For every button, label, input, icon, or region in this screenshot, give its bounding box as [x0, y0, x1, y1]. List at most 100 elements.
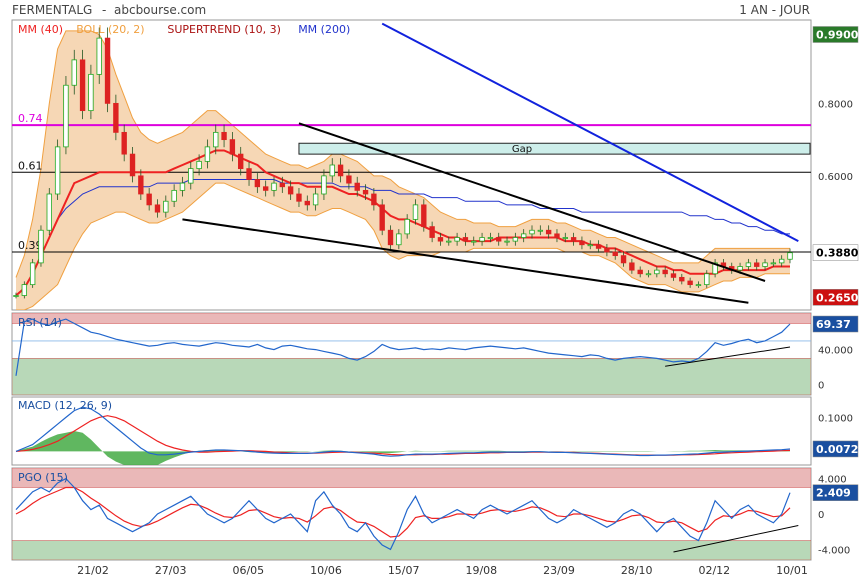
candle-body-28 [246, 168, 252, 180]
candle-body-19 [171, 189, 177, 202]
candle-body-9 [88, 73, 94, 112]
candle-body-66 [562, 237, 568, 239]
candle-body-47 [404, 218, 410, 235]
candle-body-43 [371, 193, 377, 206]
candle-body-23 [204, 146, 211, 162]
candle-body-68 [579, 240, 585, 246]
candle-body-8 [79, 59, 86, 112]
candle-body-87 [737, 266, 743, 271]
candle-body-4 [46, 193, 52, 231]
candle-body-74 [629, 262, 635, 271]
pgo-y-tick-0: 4.000 [818, 475, 847, 486]
rsi-trendline [665, 346, 791, 367]
candle-body-53 [454, 237, 460, 242]
candle-body-64 [545, 229, 552, 235]
mm40-line [15, 149, 790, 297]
legend-item-3: MM (200) [298, 23, 350, 36]
bollinger-band-fill [16, 30, 790, 310]
candle-body-59 [504, 240, 510, 243]
candle-body-34 [296, 193, 302, 202]
legend-item-0: MM (40) [18, 23, 63, 36]
candle-body-58 [496, 237, 502, 242]
rsi-y-tick-1: 0 [818, 381, 824, 392]
candle-body-92 [778, 258, 785, 264]
candle-body-54 [462, 237, 469, 242]
bollinger-upper-line [15, 30, 790, 278]
x-tick-label-7: 28/10 [621, 564, 653, 577]
price-badge-1-label: 0.3880 [816, 247, 859, 260]
macd-line [15, 406, 791, 457]
candle-body-29 [254, 179, 261, 188]
candle-body-61 [520, 233, 527, 238]
candle-body-65 [554, 233, 560, 238]
candle-body-82 [695, 284, 702, 287]
candle-body-13 [121, 131, 127, 155]
pgo-clip-group [12, 468, 811, 560]
price-clip-group: Gap 0.74 0.61 0.39 [12, 22, 811, 310]
price-badge-2-label: 0.2650 [816, 291, 859, 304]
candle-body-50 [429, 226, 435, 238]
legend-item-2: SUPERTREND (10, 3) [167, 23, 281, 36]
candle-body-63 [537, 229, 544, 232]
macd-clip-group [15, 406, 791, 465]
candle-body-26 [229, 139, 236, 155]
candle-body-78 [662, 269, 668, 275]
candle-body-3 [38, 229, 44, 264]
candle-body-30 [262, 186, 269, 191]
candle-body-1 [21, 284, 28, 296]
price-y-tick-0: 0.8000 [818, 99, 853, 110]
candle-body-81 [687, 280, 693, 286]
candle-body-37 [321, 175, 327, 195]
candle-body-15 [138, 175, 144, 195]
candle-body-21 [188, 168, 194, 184]
pgo-badge-label: 2.409 [816, 487, 851, 500]
pgo-chart-layer: PGO (15) 4.000 0 -4.000 2.409 [12, 468, 859, 560]
pgo-title: PGO (15) [18, 471, 68, 484]
pgo-y-tick-1: 0 [818, 510, 824, 521]
candle-body-24 [213, 131, 219, 148]
header-source: abcbourse.com [114, 3, 206, 17]
candle-body-25 [221, 131, 227, 141]
rsi-clip-group [12, 313, 811, 395]
candle-body-18 [163, 200, 169, 213]
candle-body-56 [479, 237, 485, 242]
candle-body-51 [437, 237, 444, 242]
pgo-zone-1 [12, 540, 811, 560]
candle-body-46 [396, 233, 402, 246]
level-label-1: 0.61 [18, 159, 43, 172]
candle-body-39 [337, 164, 344, 177]
candle-body-31 [271, 182, 277, 191]
candle-body-84 [712, 262, 718, 275]
x-tick-label-5: 19/08 [465, 564, 497, 577]
candle-body-7 [71, 59, 77, 86]
header-symbol: FERMENTALG [12, 3, 92, 17]
candle-body-11 [104, 37, 111, 104]
candle-body-32 [279, 182, 286, 188]
candle-body-38 [329, 164, 335, 177]
level-label-2: 0.39 [18, 239, 43, 252]
candle-body-62 [529, 229, 535, 235]
rsi-line [15, 318, 791, 376]
candle-body-40 [346, 175, 352, 184]
candle-body-48 [412, 204, 419, 220]
candle-body-90 [762, 262, 768, 267]
candle-body-76 [645, 273, 652, 276]
candle-body-93 [787, 252, 793, 260]
macd-chart-layer: MACD (12, 26, 9)0.100000.0072 [15, 399, 858, 465]
pgo-zone-0 [12, 468, 811, 488]
trendline-channel-lower [182, 218, 749, 304]
price-badge-1-bg [812, 244, 859, 261]
candle-body-80 [679, 276, 685, 282]
rsi-zone-1 [12, 358, 811, 395]
candle-body-6 [63, 84, 69, 148]
pgo-trendline [673, 525, 799, 553]
rsi-chart-layer: RSI (14) 40.000 0 69.37 [12, 313, 859, 395]
pgo-y-tick-2: -4.000 [818, 545, 850, 556]
candle-body-79 [670, 273, 677, 278]
bollinger-lower-line [16, 182, 790, 310]
x-axis: 21/02 27/03 06/05 10/06 15/07 19/08 23/09 28/10… [77, 564, 808, 577]
candle-body-77 [654, 269, 660, 275]
candle-body-20 [179, 182, 186, 191]
candle-body-52 [446, 240, 452, 243]
